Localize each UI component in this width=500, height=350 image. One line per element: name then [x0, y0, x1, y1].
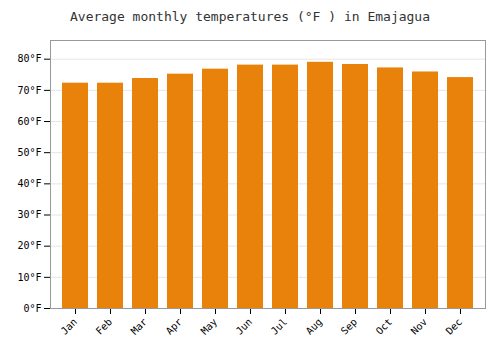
svg-text:Jun: Jun: [234, 316, 255, 337]
svg-text:Aug: Aug: [304, 316, 325, 337]
svg-text:Oct: Oct: [374, 316, 395, 337]
svg-text:Jan: Jan: [59, 316, 80, 337]
svg-text:Feb: Feb: [94, 316, 115, 337]
svg-text:80°F: 80°F: [17, 53, 41, 64]
svg-text:0°F: 0°F: [23, 303, 41, 314]
svg-text:Jul: Jul: [269, 316, 290, 337]
svg-text:70°F: 70°F: [17, 85, 41, 96]
svg-text:40°F: 40°F: [17, 178, 41, 189]
svg-text:Sep: Sep: [339, 316, 360, 337]
svg-text:30°F: 30°F: [17, 209, 41, 220]
svg-text:20°F: 20°F: [17, 240, 41, 251]
html-text:Average monthly temperatures (: Average monthly temperatures (°F ) in Em…: [70, 9, 430, 24]
svg-text:Nov: Nov: [409, 316, 430, 337]
svg-text:Dec: Dec: [444, 316, 465, 337]
svg-text:50°F: 50°F: [17, 147, 41, 158]
svg-text:Apr: Apr: [164, 316, 185, 337]
svg-text:10°F: 10°F: [17, 272, 41, 283]
svg-text:May: May: [199, 316, 220, 337]
svg-text:Mar: Mar: [129, 316, 150, 337]
svg-text:60°F: 60°F: [17, 116, 41, 127]
